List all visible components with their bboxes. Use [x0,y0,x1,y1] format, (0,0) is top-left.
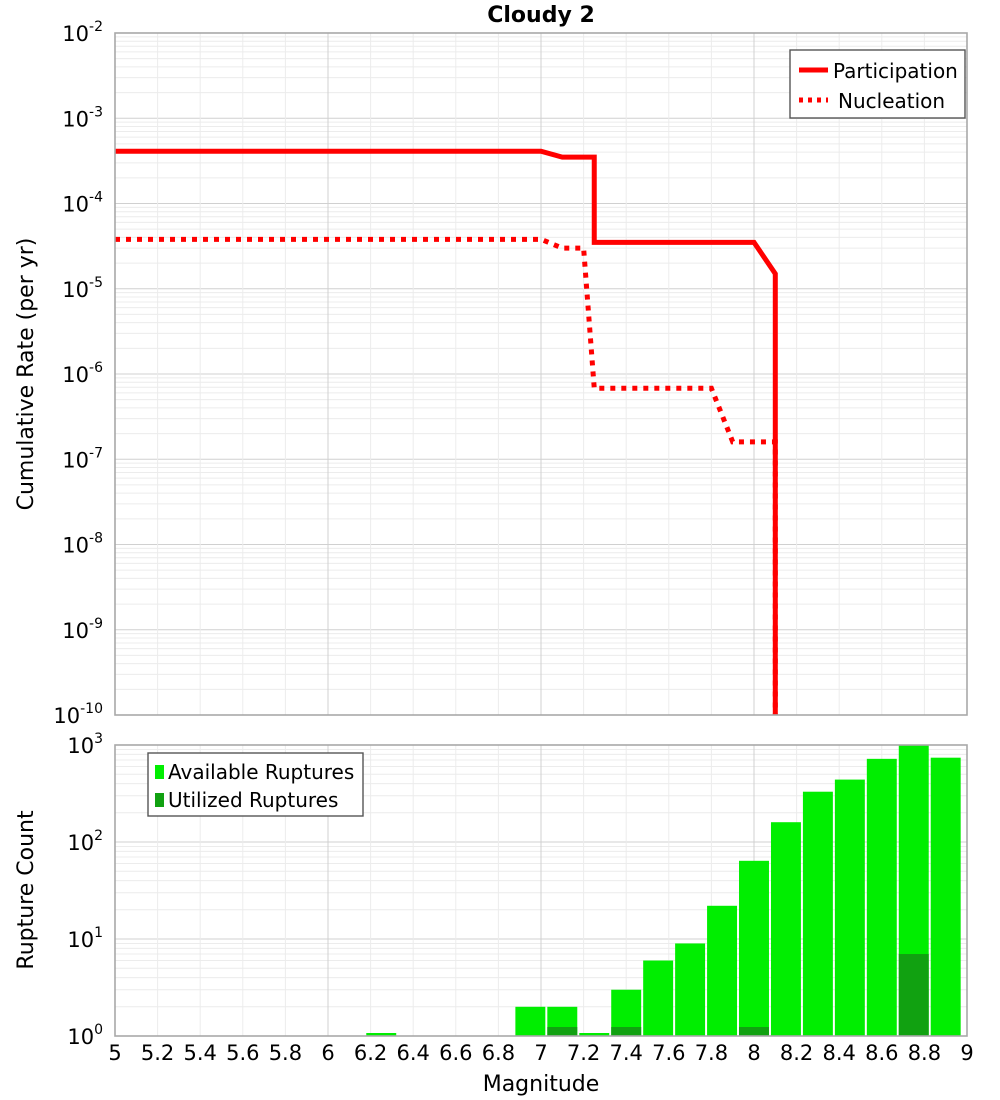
histogram-bar [770,822,801,1036]
upper-y-tick: 10-7 [62,445,103,472]
available-ruptures-legend-swatch [155,765,164,779]
upper-y-tick-labels: 10-2 10-3 10-4 10-5 10-6 10-7 10-8 10-9 10-10 [53,19,103,728]
histogram-bar [866,758,897,1036]
nucleation-legend-label: Nucleation [838,89,945,113]
x-tick: 7.2 [567,1041,600,1065]
x-tick: 7.6 [652,1041,685,1065]
upper-y-axis-label: Cumulative Rate (per yr) [14,238,39,511]
x-tick-labels: 5 5.2 5.4 5.6 5.8 6 6.2 6.4 6.6 6.8 7 7.2 7.4 7.6 7.8 8… [108,1041,973,1065]
upper-panel: 10-2 10-3 10-4 10-5 10-6 10-7 10-8 10-9 10-10 Cu… [14,19,968,728]
histogram-bar [707,905,738,1036]
x-tick: 5.2 [141,1041,174,1065]
upper-y-tick: 10-9 [62,616,103,643]
nucleation-series [115,236,778,715]
upper-y-tick: 10-4 [62,190,103,217]
upper-legend[interactable]: Participation Nucleation [789,49,966,119]
histogram-bar [739,860,769,1036]
participation-legend-label: Participation [833,59,958,83]
x-tick: 5.6 [226,1041,259,1065]
upper-y-tick: 10-5 [62,275,103,302]
x-tick: 6.8 [482,1041,515,1065]
x-tick: 7 [534,1041,547,1065]
histogram-bar [802,791,833,1036]
lower-y-tick: 102 [67,828,103,855]
x-tick: 6 [321,1041,334,1065]
page-title: Cloudy 2 [487,3,595,28]
participation-series [115,148,778,715]
histogram-bar [834,779,865,1036]
x-tick: 7.8 [695,1041,728,1065]
x-tick: 6.4 [396,1041,429,1065]
available-ruptures-bars [366,745,961,1036]
lower-y-axis-label: Rupture Count [14,810,39,970]
histogram-bar [515,1006,546,1036]
histogram-bar [643,960,674,1036]
x-tick: 7.4 [609,1041,642,1065]
upper-legend-box [789,49,966,119]
upper-y-tick: 10-6 [62,360,103,387]
x-tick: 8.2 [780,1041,813,1065]
upper-y-tick: 10-3 [62,104,103,131]
lower-y-tick: 101 [67,925,103,952]
x-axis-label: Magnitude [483,1072,600,1097]
upper-y-tick: 10-8 [62,531,103,558]
histogram-bar-utilized [739,1027,769,1036]
x-tick: 5.8 [269,1041,302,1065]
lower-plot-frame [114,744,968,1037]
lower-y-tick-labels: 103 102 101 100 [67,731,103,1049]
x-tick: 9 [960,1041,973,1065]
lower-y-tick: 103 [67,731,103,758]
upper-y-tick: 10-2 [62,19,103,46]
x-tick: 8 [747,1041,760,1065]
upper-plot-frame [114,32,968,716]
utilized-ruptures-legend-label: Utilized Ruptures [168,788,338,812]
lower-legend[interactable]: Available Ruptures Utilized Ruptures [147,752,364,817]
x-tick: 6.2 [354,1041,387,1065]
histogram-bar [675,943,706,1036]
lower-panel: 103 102 101 100 Rupture Count Available Rup… [14,731,974,1097]
x-tick: 8.6 [865,1041,898,1065]
histogram-bar-utilized [898,954,929,1036]
x-tick: 6.6 [439,1041,472,1065]
lower-y-tick: 100 [67,1022,103,1049]
x-tick: 5 [108,1041,121,1065]
x-tick: 8.4 [822,1041,855,1065]
upper-y-tick: 10-10 [53,701,103,728]
x-tick: 8.8 [908,1041,941,1065]
histogram-bar-utilized [547,1027,578,1036]
histogram-bar [579,1033,610,1036]
x-tick: 5.4 [183,1041,216,1065]
lower-legend-box [147,752,364,817]
utilized-ruptures-bars [547,954,929,1036]
utilized-ruptures-legend-swatch [155,793,164,807]
histogram-bar [930,757,961,1036]
histogram-bar-utilized [611,1027,642,1036]
histogram-bar [366,1033,397,1036]
available-ruptures-legend-label: Available Ruptures [168,760,354,784]
